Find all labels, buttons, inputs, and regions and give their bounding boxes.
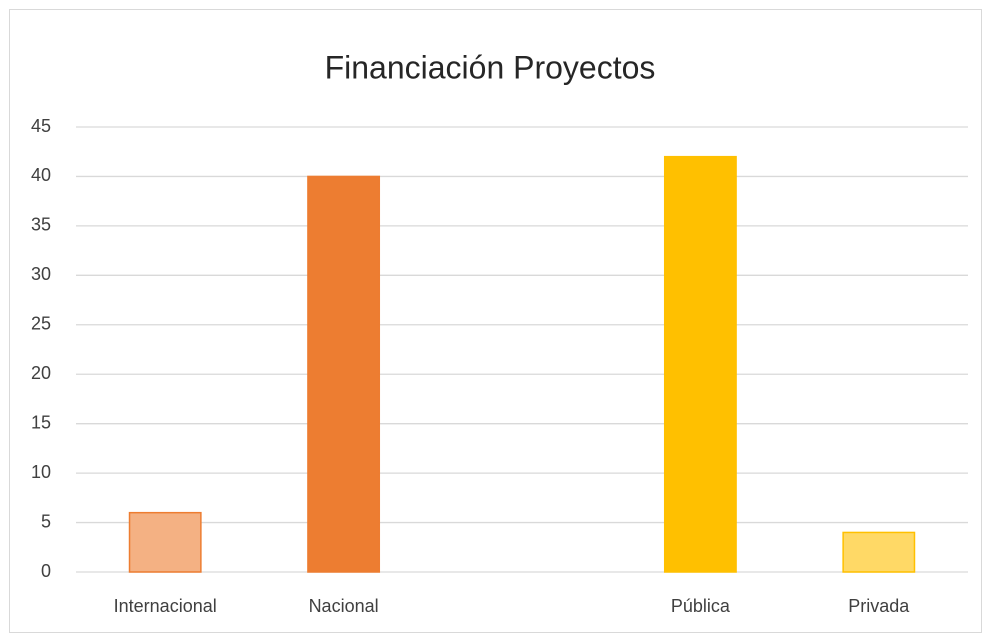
bar <box>307 175 381 573</box>
x-tick-label: Pública <box>671 596 731 616</box>
y-tick-label: 40 <box>31 165 51 185</box>
y-tick-label: 5 <box>41 511 51 531</box>
bar <box>842 531 916 573</box>
y-tick-label: 30 <box>31 264 51 284</box>
y-tick-label: 15 <box>31 412 51 432</box>
y-tick-label: 35 <box>31 215 51 235</box>
x-tick-label: Privada <box>848 596 910 616</box>
y-tick-label: 0 <box>41 561 51 581</box>
x-tick-label: Internacional <box>114 596 217 616</box>
chart-title: Financiación Proyectos <box>325 49 656 85</box>
y-tick-label: 10 <box>31 462 51 482</box>
bar <box>663 155 737 573</box>
bar <box>128 511 202 573</box>
y-tick-label: 25 <box>31 314 51 334</box>
y-tick-label: 45 <box>31 116 51 136</box>
y-tick-label: 20 <box>31 363 51 383</box>
x-tick-label: Nacional <box>309 596 379 616</box>
